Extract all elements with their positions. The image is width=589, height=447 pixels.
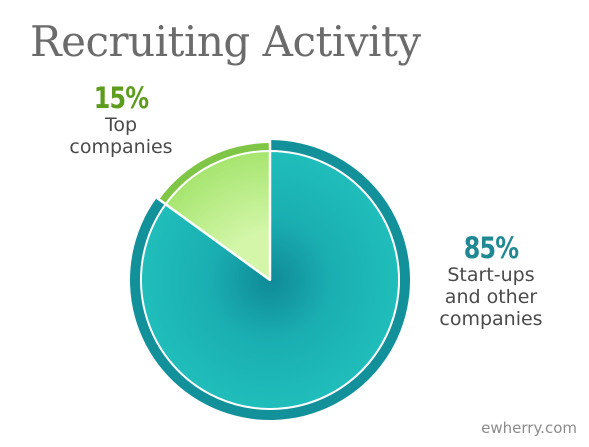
slice-percent-startups: 85% (463, 231, 519, 265)
slice-desc-line: Top (104, 114, 138, 136)
pie-slice-top-companies (164, 150, 271, 281)
slice-desc-line: companies (69, 136, 173, 158)
slice-label-startups: 85% Start-ups and other companies (424, 232, 558, 330)
chart-title: Recruiting Activity (30, 17, 421, 66)
slice-percent-top-companies: 15% (93, 81, 149, 115)
watermark: ewherry.com (481, 419, 577, 437)
pie-divider (156, 196, 271, 282)
slice-label-top-companies: 15% Top companies (56, 82, 186, 158)
slice-desc-line: Start-ups (447, 264, 535, 286)
slice-desc-line: and other (444, 286, 538, 308)
slice-desc-line: companies (439, 308, 543, 330)
